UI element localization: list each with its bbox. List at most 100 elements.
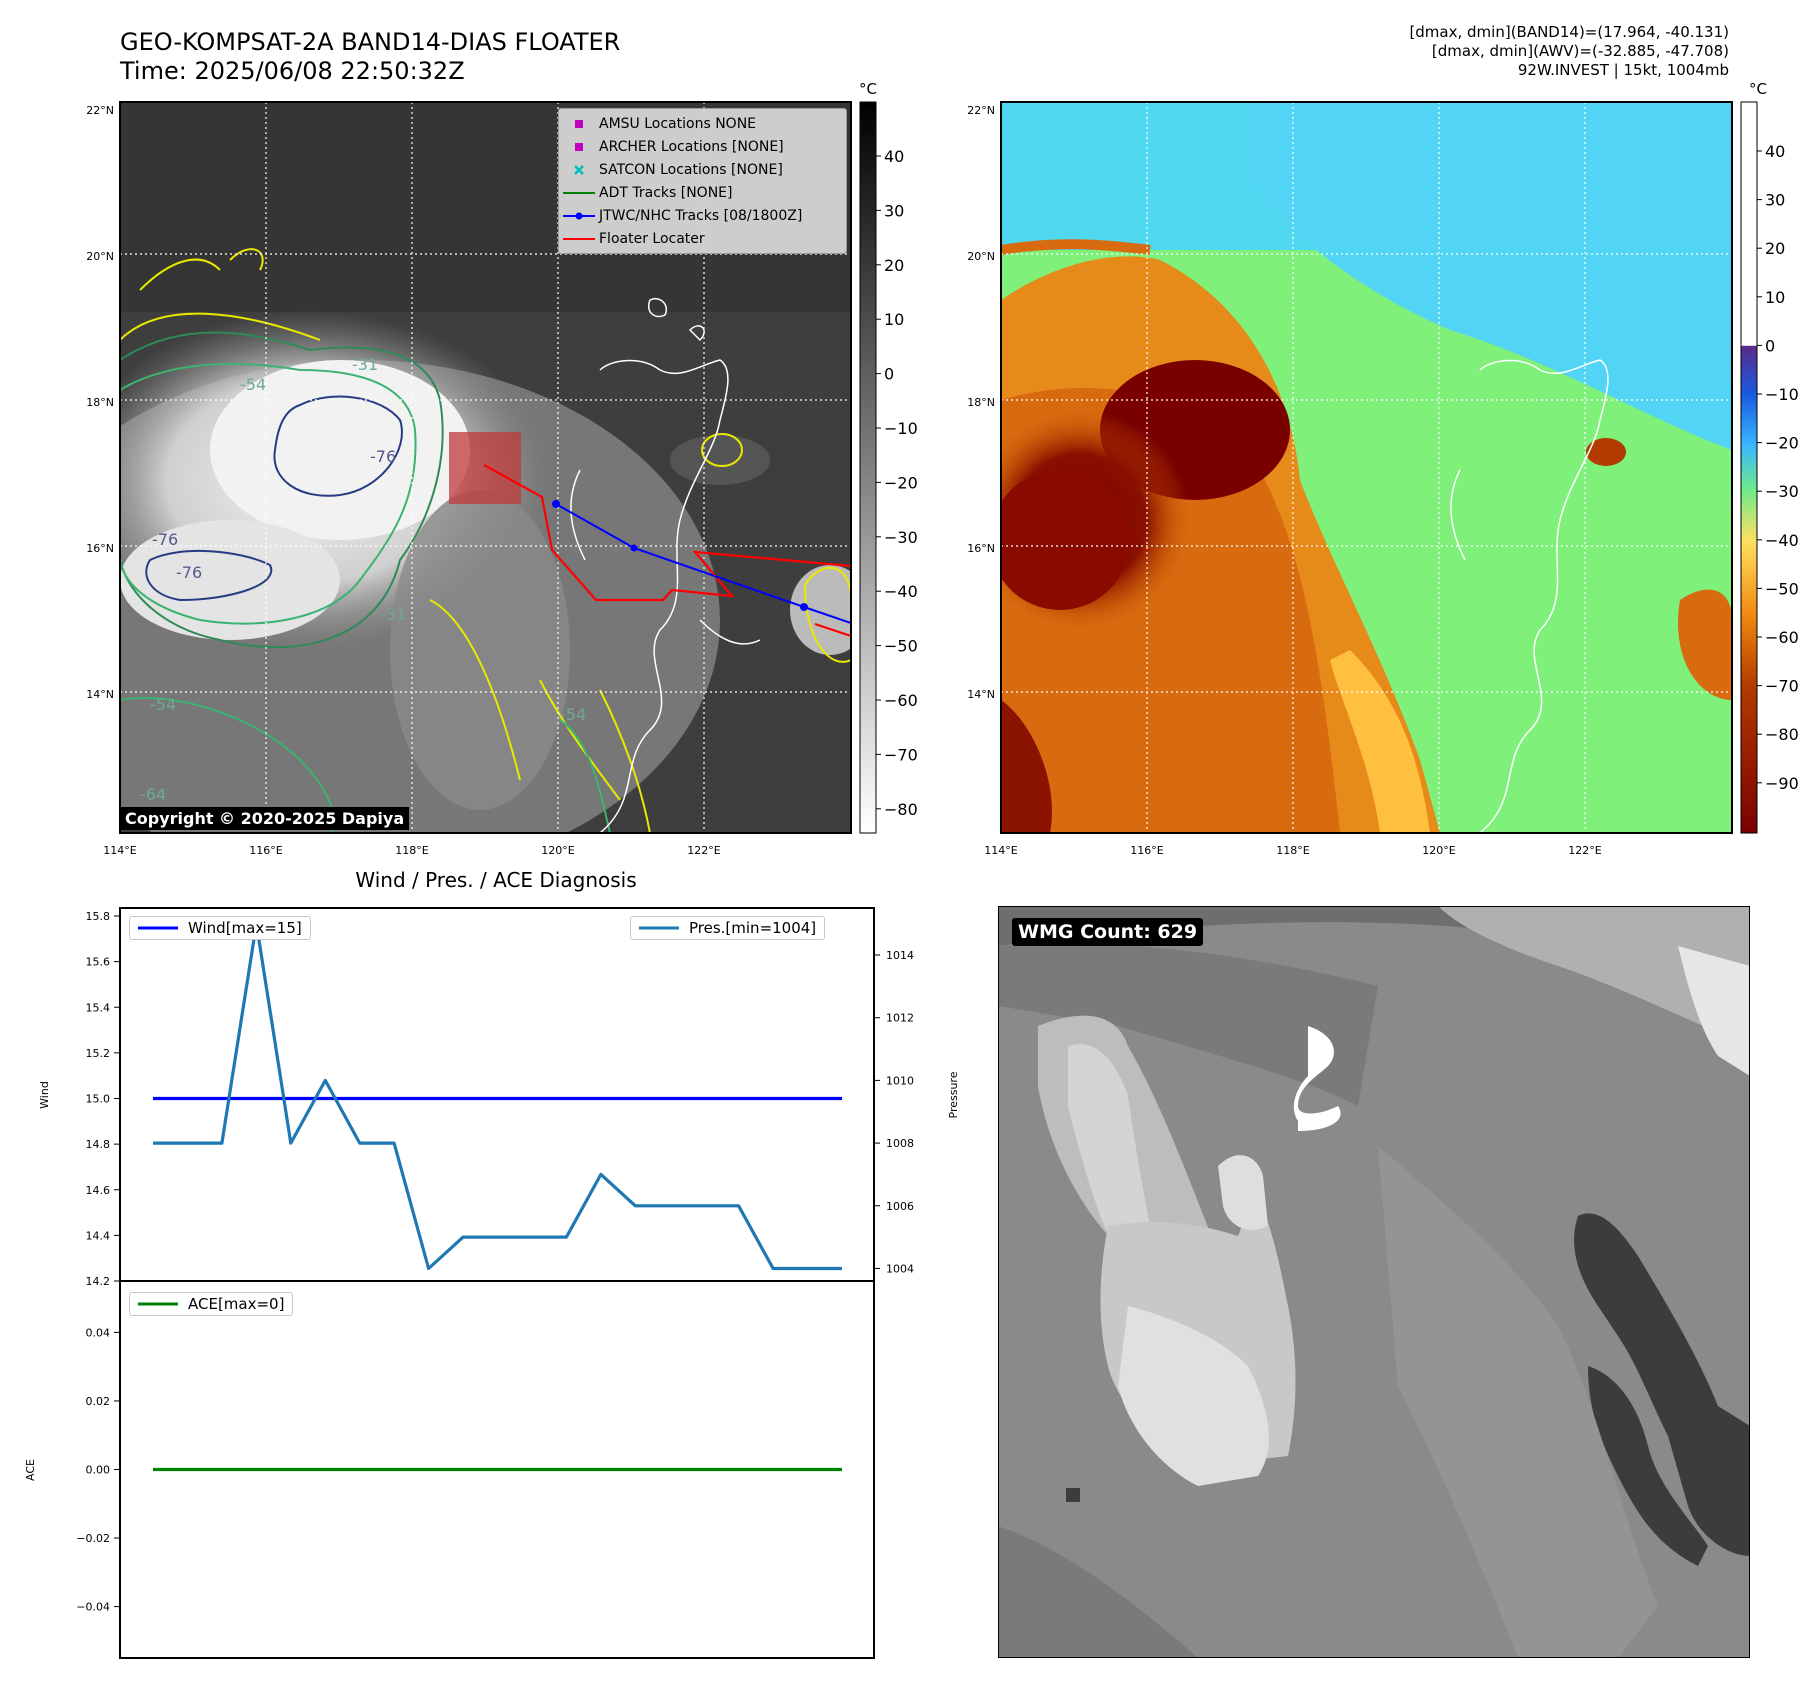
colorbar-tick-label: 0 <box>1765 336 1775 355</box>
lat-label: 14°N <box>967 688 995 701</box>
legend-item: ADT Tracks [NONE] <box>563 184 733 201</box>
colorbar-ir <box>859 101 877 834</box>
wind-y-tick-label: 14.2 <box>86 1275 111 1288</box>
figure-time: Time: 2025/06/08 22:50:32Z <box>120 57 465 85</box>
pressure-series-line <box>153 922 842 1271</box>
colorbar-tick-label: −40 <box>884 582 918 601</box>
colorbar-tick-label: −90 <box>1765 774 1799 793</box>
y-axis-label-wind: Wind <box>38 1081 51 1109</box>
wind-y-tick-label: 15.2 <box>86 1047 111 1060</box>
lon-label: 122°E <box>687 844 720 857</box>
lon-label: 120°E <box>541 844 574 857</box>
lat-label: 18°N <box>967 396 995 409</box>
wind-y-tick-label: 15.6 <box>86 956 111 969</box>
jtwc-track-line <box>555 503 851 624</box>
contour-label: -31 <box>352 355 378 374</box>
colorbar-tick-label: −50 <box>1765 579 1799 598</box>
colorbar-tick-label: −30 <box>884 528 918 547</box>
contour-label: -54 <box>560 705 586 724</box>
legend-item: JTWC/NHC Tracks [08/1800Z] <box>559 204 846 227</box>
awv-map-panel: 22°N 20°N 18°N 16°N 14°N 114°E 116°E 118… <box>967 80 1799 857</box>
floater-box <box>449 432 521 504</box>
contour-label: -64 <box>140 785 166 804</box>
lat-label: 22°N <box>967 104 995 117</box>
wind-y-tick-label: 15.4 <box>86 1001 111 1014</box>
pressure-y-tick-label: 1006 <box>886 1200 914 1213</box>
wmg-count-label: WMG Count: 629 <box>1012 918 1204 946</box>
pressure-y-tick-label: 1012 <box>886 1012 914 1025</box>
info-line-2: [dmax, dmin](AWV)=(-32.885, -47.708) <box>1431 42 1729 60</box>
legend-item: ARCHER Locations [NONE] <box>559 135 846 158</box>
colorbar-tick-label: 10 <box>1765 288 1785 307</box>
colorbar-tick-label: −70 <box>1765 677 1799 696</box>
ace-y-tick-label: 0.02 <box>86 1395 111 1408</box>
colorbar-tick-label: 20 <box>1765 239 1785 258</box>
lat-label: 18°N <box>86 396 114 409</box>
lon-label: 116°E <box>1130 844 1163 857</box>
y-axis-label-pressure: Pressure <box>947 1071 960 1118</box>
ace-y-tick-label: 0.00 <box>86 1464 111 1477</box>
awv-map-image <box>1001 102 1732 833</box>
wmg-dark-region <box>1574 1213 1750 1556</box>
colorbar-tick-label: −10 <box>1765 385 1799 404</box>
wmg-panel <box>998 906 1750 1658</box>
figure-title: GEO-KOMPSAT-2A BAND14-DIAS FLOATER <box>120 28 621 56</box>
colorbar-tick-label: −40 <box>1765 531 1799 550</box>
wind-y-tick-label: 14.8 <box>86 1138 111 1151</box>
colorbar-tick-label: 20 <box>884 256 904 275</box>
colorbar-tick-label: −80 <box>1765 725 1799 744</box>
contour-label: -54 <box>150 695 176 714</box>
lat-label: 20°N <box>86 250 114 263</box>
colorbar-unit: °C <box>1749 80 1767 98</box>
diagnosis-chart: Wind / Pres. / ACE Diagnosis 15.8 15.6 15.… <box>24 868 960 1659</box>
contour-label: -31 <box>380 605 406 624</box>
lon-label: 116°E <box>249 844 282 857</box>
colorbar-tick-label: −10 <box>884 419 918 438</box>
legend-pressure: Pres.[min=1004] <box>630 916 826 940</box>
colorbar-tick-label: 30 <box>884 201 904 220</box>
lat-label: 16°N <box>967 542 995 555</box>
lat-label: 14°N <box>86 688 114 701</box>
info-line-1: [dmax, dmin](BAND14)=(17.964, -40.131) <box>1409 23 1729 41</box>
colorbar-tick-label: −60 <box>1765 628 1799 647</box>
map-legend: AMSU Locations NONE ARCHER Locations [NO… <box>558 108 847 254</box>
contour-labels: -76 -76 -76 -31 -54 -54 -54 -64 -31 <box>140 355 586 804</box>
legend-wind: Wind[max=15] <box>129 916 311 940</box>
colorbar-tick-label: −60 <box>884 691 918 710</box>
pressure-y-tick-label: 1014 <box>886 949 914 962</box>
info-line-3: 92W.INVEST | 15kt, 1004mb <box>1517 61 1729 79</box>
contour-label: -54 <box>240 375 266 394</box>
ir-map-panel: -76 -76 -76 -31 -54 -54 -54 -64 -31 22°N… <box>86 80 918 857</box>
colorbar-tick-label: 30 <box>1765 191 1785 210</box>
lon-label: 120°E <box>1422 844 1455 857</box>
lon-label: 114°E <box>103 844 136 857</box>
colorbar-tick-label: 10 <box>884 310 904 329</box>
wind-y-tick-label: 15.8 <box>86 910 111 923</box>
colorbar-tick-label: −80 <box>884 800 918 819</box>
floater-locater-line <box>483 464 851 638</box>
colorbar-tick-label: −50 <box>884 637 918 656</box>
pressure-y-tick-label: 1008 <box>886 1137 914 1150</box>
ir-map-image <box>120 102 851 833</box>
lat-label: 20°N <box>967 250 995 263</box>
legend-item: Floater Locater <box>563 230 705 247</box>
lon-label: 118°E <box>395 844 428 857</box>
lon-label: 118°E <box>1276 844 1309 857</box>
ace-y-tick-label: −0.04 <box>76 1601 110 1614</box>
lon-label: 122°E <box>1568 844 1601 857</box>
colorbar-unit: °C <box>859 80 877 98</box>
lon-label: 114°E <box>984 844 1017 857</box>
pressure-y-tick-label: 1004 <box>886 1262 914 1275</box>
colorbar-tick-label: −20 <box>884 473 918 492</box>
wind-y-tick-label: 14.4 <box>86 1229 111 1242</box>
ace-y-tick-label: −0.02 <box>76 1532 110 1545</box>
pressure-y-tick-label: 1010 <box>886 1074 914 1087</box>
colorbar-tick-label: −70 <box>884 745 918 764</box>
ace-y-tick-label: 0.04 <box>86 1326 111 1339</box>
copyright-label: Copyright © 2020-2025 Dapiya <box>120 807 410 830</box>
lat-label: 22°N <box>86 104 114 117</box>
colorbar-awv <box>1740 101 1758 834</box>
legend-ace: ACE[max=0] <box>129 1292 294 1316</box>
wind-y-tick-label: 14.6 <box>86 1184 111 1197</box>
legend-item: SATCON Locations [NONE] <box>559 158 846 181</box>
